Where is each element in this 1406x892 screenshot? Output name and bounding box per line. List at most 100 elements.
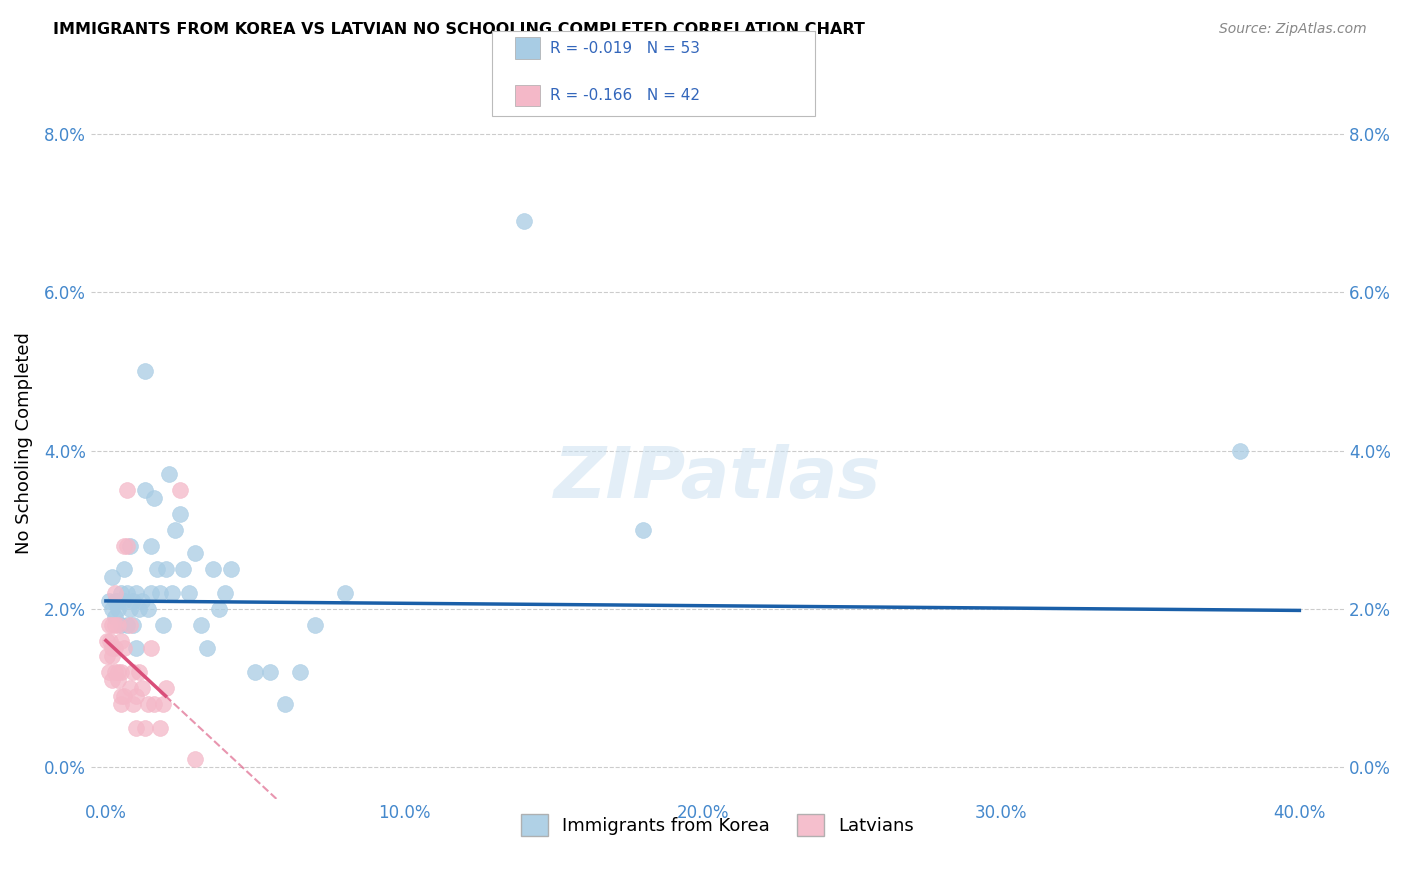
Point (139, 641, 162, 656)
Point (112, 539, 135, 553)
Point (125, 689, 148, 703)
Point (125, 721, 148, 735)
Point (155, 562, 177, 576)
Point (112, 594, 135, 608)
Point (195, 641, 218, 656)
Point (125, 586, 148, 600)
Point (128, 665, 150, 680)
Point (96, 633, 118, 648)
Point (139, 586, 162, 600)
Point (125, 641, 148, 656)
Point (160, 586, 183, 600)
Point (110, 633, 132, 648)
Point (152, 617, 174, 632)
Point (98, 633, 121, 648)
Point (104, 594, 127, 608)
Point (107, 594, 129, 608)
Point (97, 665, 120, 680)
Point (101, 649, 124, 664)
Point (118, 602, 141, 616)
Point (202, 562, 225, 576)
Point (172, 562, 194, 576)
Point (128, 602, 150, 616)
Point (121, 617, 143, 632)
Point (134, 364, 156, 378)
Point (1229, 443, 1251, 458)
Point (169, 507, 191, 521)
Point (101, 617, 124, 632)
Point (274, 697, 297, 711)
Point (169, 483, 191, 497)
Point (142, 697, 165, 711)
Point (304, 617, 326, 632)
Point (112, 562, 135, 576)
Text: R = -0.019   N = 53: R = -0.019 N = 53 (550, 41, 700, 55)
Point (101, 570, 124, 584)
Point (134, 483, 156, 497)
Point (107, 617, 129, 632)
Point (104, 617, 127, 632)
Point (101, 602, 124, 616)
Point (131, 594, 153, 608)
Point (118, 681, 141, 695)
Point (184, 546, 207, 560)
Point (112, 641, 135, 656)
Point (163, 523, 186, 537)
Legend: Immigrants from Korea, Latvians: Immigrants from Korea, Latvians (513, 806, 921, 843)
Point (121, 697, 143, 711)
Point (134, 721, 156, 735)
Point (121, 665, 143, 680)
Point (110, 689, 132, 703)
Point (115, 617, 138, 632)
Point (190, 617, 212, 632)
Point (631, 523, 654, 537)
Point (115, 483, 138, 497)
Point (112, 689, 135, 703)
Point (121, 594, 143, 608)
Point (243, 665, 266, 680)
Point (118, 617, 141, 632)
Point (179, 586, 201, 600)
Point (104, 609, 127, 624)
Point (259, 665, 281, 680)
Point (288, 665, 311, 680)
Text: IMMIGRANTS FROM KOREA VS LATVIAN NO SCHOOLING COMPLETED CORRELATION CHART: IMMIGRANTS FROM KOREA VS LATVIAN NO SCHO… (53, 22, 865, 37)
Point (131, 681, 153, 695)
Point (110, 697, 132, 711)
Point (97, 617, 120, 632)
Point (104, 586, 127, 600)
Y-axis label: No Schooling Completed: No Schooling Completed (15, 332, 32, 554)
Point (208, 602, 231, 616)
Point (104, 665, 127, 680)
Point (152, 697, 174, 711)
Point (157, 467, 180, 482)
Point (149, 586, 172, 600)
Text: Source: ZipAtlas.com: Source: ZipAtlas.com (1219, 22, 1367, 37)
Point (107, 665, 129, 680)
Point (107, 673, 129, 687)
Text: ZIPatlas: ZIPatlas (554, 443, 882, 513)
Point (142, 491, 165, 505)
Point (136, 602, 159, 616)
Point (115, 586, 138, 600)
Point (104, 641, 127, 656)
Text: R = -0.166   N = 42: R = -0.166 N = 42 (550, 88, 700, 103)
Point (333, 586, 356, 600)
Point (96, 649, 118, 664)
Point (149, 721, 172, 735)
Point (110, 617, 132, 632)
Point (115, 539, 138, 553)
Point (512, 214, 534, 228)
Point (118, 539, 141, 553)
Point (107, 602, 129, 616)
Point (184, 752, 207, 766)
Point (139, 539, 162, 553)
Point (110, 665, 132, 680)
Point (101, 641, 124, 656)
Point (110, 586, 132, 600)
Point (101, 673, 124, 687)
Point (145, 562, 167, 576)
Point (214, 586, 236, 600)
Point (219, 562, 242, 576)
Point (155, 681, 177, 695)
